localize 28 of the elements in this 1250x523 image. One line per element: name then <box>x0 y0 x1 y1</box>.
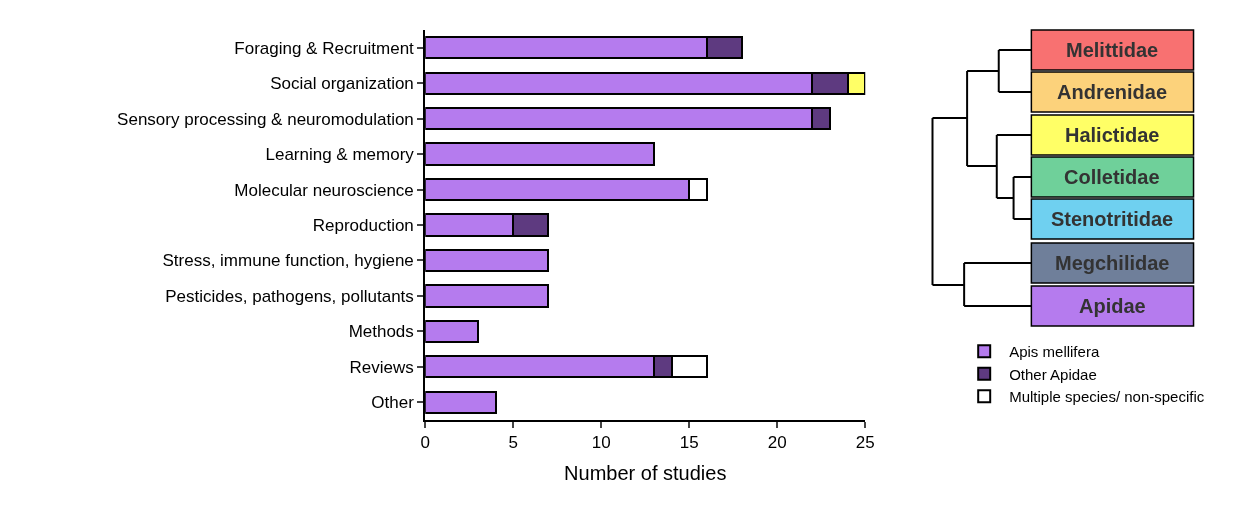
text: Andrenidae <box>1057 81 1168 103</box>
legend-label: Other Apidae <box>1009 365 1097 383</box>
text: Stenotritidae <box>1051 208 1174 230</box>
x-tick-label: 20 <box>767 433 787 453</box>
y-tick-label: Social organization <box>270 74 414 94</box>
y-tick-label: Molecular neuroscience <box>234 180 414 200</box>
y-tick-label: Learning & memory <box>265 145 415 165</box>
y-tick-label: Stress, immune function, hygiene <box>162 251 414 271</box>
y-tick-label: Foraging & Recruitment <box>234 38 415 58</box>
text: Apidae <box>1079 295 1146 317</box>
y-tick-label: Reproduction <box>312 215 414 235</box>
text: Megchilidae <box>1055 252 1170 274</box>
y-tick-label: Methods <box>348 322 414 342</box>
x-axis-title: Number of studies <box>564 462 727 485</box>
y-tick-label: Sensory processing & neuromodulation <box>117 109 414 129</box>
x-tick-label: 15 <box>679 433 699 453</box>
x-tick-label: 0 <box>420 433 430 453</box>
y-tick-label: Pesticides, pathogens, pollutants <box>165 286 414 306</box>
text: Melittidae <box>1066 39 1159 61</box>
x-tick-label: 10 <box>591 433 611 453</box>
x-tick-label: 5 <box>508 433 518 453</box>
y-tick-label: Other <box>371 393 415 413</box>
x-tick-label: 25 <box>855 433 875 453</box>
y-tick-label: Reviews <box>349 357 414 377</box>
text: Colletidae <box>1064 166 1160 188</box>
legend-label: Apis mellifera <box>1009 343 1100 361</box>
text: Halictidae <box>1065 124 1160 146</box>
legend-label: Multiple species/ non-specific <box>1009 388 1205 406</box>
